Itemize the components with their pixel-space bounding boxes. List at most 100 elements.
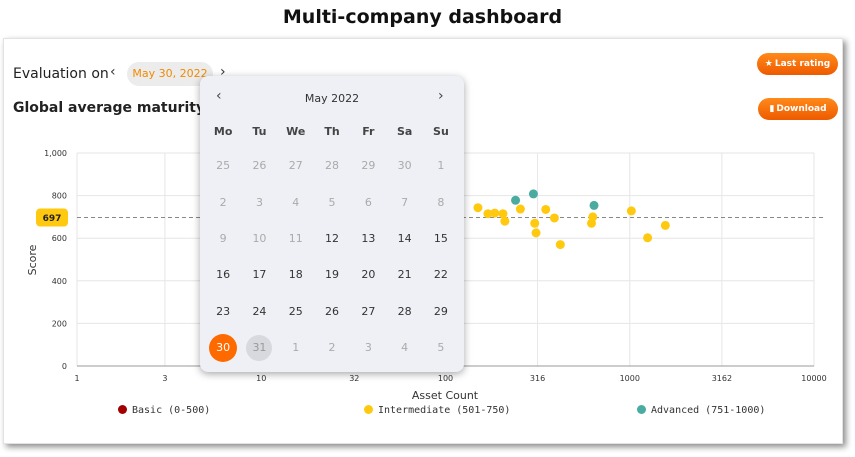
data-point[interactable] <box>515 204 525 214</box>
data-point[interactable] <box>528 189 538 199</box>
data-point[interactable] <box>588 212 598 222</box>
legend-label: Basic (0-500) <box>132 405 211 416</box>
calendar-day[interactable]: 14 <box>397 231 412 245</box>
calendar-day: 4 <box>401 341 409 355</box>
calendar-day: 11 <box>288 231 303 245</box>
section-title: Global average maturity lev <box>13 100 234 116</box>
calendar-grid: Mo Tu We Th Fr Sa Su 25 26 27 28 29 30 1 2 3 4 5 6 7 8 9 10 11 1… <box>205 116 459 366</box>
calendar-day: 1 <box>292 341 300 355</box>
calendar-next-month-icon[interactable]: › <box>438 88 444 104</box>
data-point[interactable] <box>626 206 636 216</box>
star-icon: ★ <box>764 59 773 69</box>
calendar-day[interactable]: 27 <box>361 304 376 318</box>
calendar-day: 4 <box>292 195 300 209</box>
calendar-weekday-label: Sa <box>396 125 413 138</box>
legend-item[interactable]: Advanced (751-1000) <box>637 405 765 416</box>
calendar-weekday-label: Su <box>433 125 449 138</box>
calendar-day: 7 <box>401 195 409 209</box>
data-point[interactable] <box>483 209 493 219</box>
calendar-day: 5 <box>437 341 445 355</box>
data-point[interactable] <box>490 208 500 218</box>
legend-label: Advanced (751-1000) <box>651 405 766 416</box>
download-button[interactable]: ▮ Download <box>758 98 838 120</box>
calendar-day[interactable]: 17 <box>252 268 267 282</box>
chevron-left-icon[interactable]: ‹ <box>110 64 116 80</box>
last-rating-label: Last rating <box>774 59 831 69</box>
last-rating-button[interactable]: ★ Last rating <box>757 53 838 75</box>
calendar-weekday-label: We <box>286 125 306 138</box>
legend-swatch <box>364 405 373 414</box>
date-picker-popup: ‹ May 2022 › Mo Tu We Th Fr Sa Su 25 26 27 28 29 30 1… <box>200 76 464 372</box>
calendar-day[interactable]: 18 <box>288 268 303 282</box>
calendar-day: 25 <box>216 159 231 173</box>
calendar-day[interactable]: 24 <box>252 304 267 318</box>
calendar-weekday-label: Tu <box>252 125 267 138</box>
calendar-day[interactable]: 13 <box>361 231 376 245</box>
x-tick-label: 100 <box>438 374 453 383</box>
evaluation-label: Evaluation on <box>13 66 109 82</box>
calendar-day[interactable]: 15 <box>433 231 448 245</box>
page-title: Multi-company dashboard <box>282 6 563 28</box>
calendar-day[interactable]: 25 <box>288 304 303 318</box>
evaluation-date-button[interactable]: May 30, 2022 <box>127 62 213 86</box>
x-axis-label: Asset Count <box>412 389 479 402</box>
data-point[interactable] <box>498 209 508 219</box>
legend-label: Intermediate (501-750) <box>378 405 511 416</box>
x-tick-label: 3 <box>162 374 167 383</box>
y-axis-label: Score <box>26 244 39 275</box>
calendar-day: 8 <box>437 195 445 209</box>
x-tick-label: 10 <box>256 374 266 383</box>
y-tick-label: 400 <box>52 277 67 286</box>
data-point[interactable] <box>530 218 540 228</box>
x-tick-label: 3162 <box>712 374 732 383</box>
calendar-day: 26 <box>252 159 267 173</box>
x-tick-label: 1000 <box>620 374 640 383</box>
data-point[interactable] <box>531 228 541 238</box>
calendar-day[interactable]: 16 <box>216 268 231 282</box>
data-point[interactable] <box>643 233 653 243</box>
calendar-day: 29 <box>361 159 376 173</box>
legend-swatch <box>637 405 646 414</box>
calendar-day[interactable]: 26 <box>325 304 340 318</box>
calendar-day: 6 <box>364 195 372 209</box>
file-icon: ▮ <box>769 104 775 114</box>
calendar-day[interactable]: 29 <box>433 304 448 318</box>
data-point[interactable] <box>500 216 510 226</box>
calendar-day[interactable]: 21 <box>397 268 412 282</box>
average-badge <box>36 208 68 227</box>
y-tick-label: 200 <box>52 319 67 328</box>
calendar-day: 2 <box>328 341 336 355</box>
calendar-day[interactable]: 12 <box>325 231 340 245</box>
calendar-weekday-label: Th <box>324 125 340 138</box>
calendar-day: 30 <box>397 159 412 173</box>
data-point[interactable] <box>473 203 483 213</box>
calendar-day[interactable]: 23 <box>216 304 231 318</box>
calendar-weekday-label: Fr <box>362 125 375 138</box>
calendar-day[interactable]: 22 <box>433 268 448 282</box>
calendar-prev-month-icon[interactable]: ‹ <box>216 88 222 104</box>
data-point[interactable] <box>660 220 670 230</box>
data-point[interactable] <box>555 240 565 250</box>
download-label: Download <box>776 104 827 114</box>
legend-item[interactable]: Intermediate (501-750) <box>364 405 510 416</box>
calendar-day[interactable]: 30 <box>205 330 241 366</box>
calendar-day[interactable]: 20 <box>361 268 376 282</box>
data-point[interactable] <box>541 204 551 214</box>
calendar-day: 2 <box>219 195 227 209</box>
legend-item[interactable]: Basic (0-500) <box>118 405 210 416</box>
chevron-right-icon[interactable]: › <box>220 64 226 80</box>
data-point[interactable] <box>589 200 599 210</box>
y-tick-label: 600 <box>52 234 67 243</box>
calendar-day: 10 <box>252 231 267 245</box>
calendar-day: 31 <box>241 330 277 366</box>
calendar-weekday-label: Mo <box>213 125 233 138</box>
calendar-day[interactable]: 19 <box>325 268 340 282</box>
calendar-day: 5 <box>328 195 336 209</box>
data-point[interactable] <box>549 213 559 223</box>
x-tick-label: 10000 <box>801 374 826 383</box>
calendar-day: 27 <box>288 159 303 173</box>
calendar-day[interactable]: 28 <box>397 304 412 318</box>
calendar-day: 3 <box>364 341 372 355</box>
data-point[interactable] <box>511 195 521 205</box>
calendar-day: 9 <box>219 231 227 245</box>
